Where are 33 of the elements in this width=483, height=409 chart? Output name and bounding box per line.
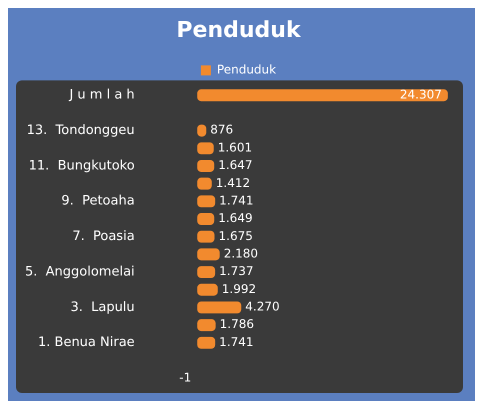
data-label: 1.647 <box>218 158 253 172</box>
bar <box>197 248 220 260</box>
chart-title: Penduduk <box>176 18 302 43</box>
data-label: 1.786 <box>220 317 254 332</box>
bar <box>197 319 216 332</box>
y-tick-label: 13. Tondonggeu <box>26 122 135 138</box>
y-tick-label: 5. Anggolomelai <box>24 264 135 280</box>
data-label: 1.601 <box>218 140 252 154</box>
bar <box>197 284 218 296</box>
bar <box>197 195 216 208</box>
data-label: 1.741 <box>219 193 254 208</box>
bar <box>197 89 448 102</box>
data-label: 1.741 <box>219 334 254 349</box>
bar <box>197 266 216 278</box>
y-tick-label: 3. Lapulu <box>70 300 135 315</box>
y-tick-label: 1. Benua Nirae <box>38 335 135 350</box>
data-label: 1.737 <box>219 264 254 278</box>
data-label: 1.675 <box>218 228 253 243</box>
bar <box>197 336 216 349</box>
bar <box>197 301 242 314</box>
data-label: 1.649 <box>218 211 253 226</box>
y-tick-label: J u m l a h <box>68 88 135 103</box>
data-label: 1.992 <box>222 282 256 296</box>
y-tick-label: 9. Petoaha <box>61 194 135 209</box>
y-tick-label: 11. Bungkutoko <box>28 158 135 174</box>
data-label: 876 <box>210 122 234 137</box>
data-label: -1 <box>179 370 192 384</box>
y-tick-label: 7. Poasia <box>72 229 135 244</box>
data-label: 4.270 <box>245 300 280 314</box>
legend-label: Penduduk <box>216 62 276 77</box>
data-label: 24.307 <box>400 87 442 102</box>
data-label: 1.412 <box>216 176 250 190</box>
data-label: 2.180 <box>224 246 258 261</box>
